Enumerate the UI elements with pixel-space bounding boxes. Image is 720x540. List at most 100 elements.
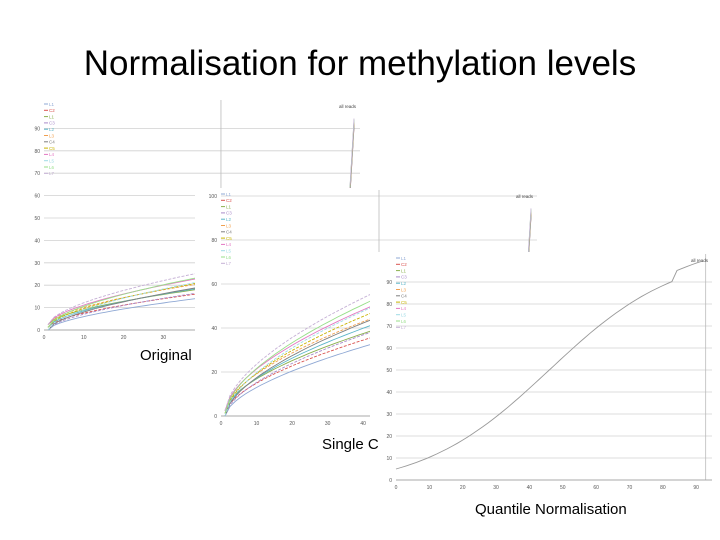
legend-label: L3 xyxy=(49,133,55,138)
legend-label: L5 xyxy=(226,249,232,254)
legend-label: L4 xyxy=(49,152,55,157)
legend-label: C5 xyxy=(401,300,407,305)
series-line xyxy=(224,309,380,414)
caption-quantile: Quantile Normalisation xyxy=(475,501,627,518)
y-tick-label: 0 xyxy=(37,328,40,334)
x-tick-label: 20 xyxy=(289,421,295,427)
series-line xyxy=(47,278,222,328)
y-tick-label: 30 xyxy=(386,412,392,418)
legend-label: C2 xyxy=(49,108,55,113)
legend-label: C2 xyxy=(226,198,232,203)
legend-label: L6 xyxy=(49,165,55,170)
y-tick-label: 20 xyxy=(386,434,392,440)
legend-label: L7 xyxy=(226,261,232,266)
x-tick-label: 50 xyxy=(560,485,566,491)
legend-label: L3 xyxy=(401,287,407,292)
series-line xyxy=(47,295,222,331)
legend-label: L1 xyxy=(226,192,232,197)
legend-label: L2 xyxy=(226,217,232,222)
series-line xyxy=(224,303,380,417)
y-tick-label: 70 xyxy=(386,324,392,330)
x-tick-label: 0 xyxy=(43,335,46,341)
y-tick-label: 60 xyxy=(386,346,392,352)
y-tick-label: 90 xyxy=(34,126,40,132)
y-tick-label: 50 xyxy=(386,368,392,374)
series-line xyxy=(224,328,380,417)
x-tick-label: 40 xyxy=(527,485,533,491)
legend-label: L1 xyxy=(49,114,55,119)
y-tick-label: 0 xyxy=(214,414,217,420)
legend-label: C3 xyxy=(49,121,55,126)
legend-label: C4 xyxy=(49,140,55,145)
x-tick-label: 70 xyxy=(627,485,633,491)
legend-label: L5 xyxy=(49,159,55,164)
x-tick-label: 20 xyxy=(121,335,127,341)
legend-label: C4 xyxy=(401,294,407,299)
y-tick-label: 30 xyxy=(34,261,40,267)
series-line xyxy=(47,272,222,328)
y-tick-label: 40 xyxy=(211,326,217,332)
series-line xyxy=(224,296,380,414)
x-tick-label: 80 xyxy=(660,485,666,491)
x-tick-label: 90 xyxy=(693,485,699,491)
series-line xyxy=(224,334,380,414)
chart-quantile-svg: 0 10 20 30 40 50 60 70 80 90 0 10 20 30 40 50 60 70 80 90 al… xyxy=(386,254,712,491)
caption-single: Single C xyxy=(322,436,379,453)
y-tick-label: 100 xyxy=(209,194,218,200)
series-line xyxy=(224,327,380,411)
legend-label: L6 xyxy=(226,255,232,260)
legend-label: L1 xyxy=(401,268,407,273)
y-tick-label: 70 xyxy=(34,171,40,177)
chart-title: all reads xyxy=(516,194,534,199)
series-line xyxy=(224,315,380,411)
x-tick-label: 10 xyxy=(427,485,433,491)
y-tick-label: 20 xyxy=(211,370,217,376)
x-tick-label: 20 xyxy=(460,485,466,491)
x-tick-label: 30 xyxy=(325,421,331,427)
x-tick-label: 30 xyxy=(493,485,499,491)
y-tick-label: 40 xyxy=(34,238,40,244)
legend-label: L1 xyxy=(49,102,55,107)
y-tick-label: 10 xyxy=(386,456,392,462)
legend-label: L7 xyxy=(401,325,407,330)
y-tick-label: 80 xyxy=(211,238,217,244)
chart-title: all reads xyxy=(339,104,357,109)
legend-label: C5 xyxy=(49,146,55,151)
series-line xyxy=(47,289,222,331)
y-tick-label: 80 xyxy=(34,149,40,155)
series-line xyxy=(224,341,380,417)
x-tick-label: 10 xyxy=(254,421,260,427)
y-tick-label: 40 xyxy=(386,390,392,396)
legend-label: L3 xyxy=(226,223,232,228)
legend-label: L2 xyxy=(401,281,407,286)
y-tick-label: 0 xyxy=(389,478,392,484)
y-tick-label: 90 xyxy=(386,280,392,286)
series-line xyxy=(224,316,380,417)
legend-label: C3 xyxy=(401,275,407,280)
y-tick-label: 50 xyxy=(34,216,40,222)
y-tick-label: 60 xyxy=(211,282,217,288)
chart-quantile: 0 10 20 30 40 50 60 70 80 90 0 10 20 30 40 50 60 70 80 90 al… xyxy=(370,252,720,492)
legend-label: L5 xyxy=(401,313,407,318)
legend-label: L1 xyxy=(401,256,407,261)
legend-label: L4 xyxy=(226,242,232,247)
y-tick-label: 10 xyxy=(34,306,40,312)
legend-label: L4 xyxy=(401,306,407,311)
legend-label: C4 xyxy=(226,230,232,235)
x-tick-label: 0 xyxy=(220,421,223,427)
series-line xyxy=(47,283,222,331)
x-tick-label: 60 xyxy=(593,485,599,491)
x-tick-label: 40 xyxy=(360,421,366,427)
slide-title: Normalisation for methylation levels xyxy=(83,44,637,83)
caption-original: Original xyxy=(140,347,192,364)
y-tick-label: 80 xyxy=(386,302,392,308)
series-line xyxy=(395,260,703,470)
x-tick-label: 0 xyxy=(395,485,398,491)
series-line xyxy=(47,267,222,325)
legend-label: L2 xyxy=(49,127,55,132)
series-line-tail xyxy=(349,118,355,186)
legend-label: C3 xyxy=(226,211,232,216)
x-tick-label: 30 xyxy=(161,335,167,341)
legend-label: C5 xyxy=(226,236,232,241)
chart-title: all reads xyxy=(691,258,709,263)
